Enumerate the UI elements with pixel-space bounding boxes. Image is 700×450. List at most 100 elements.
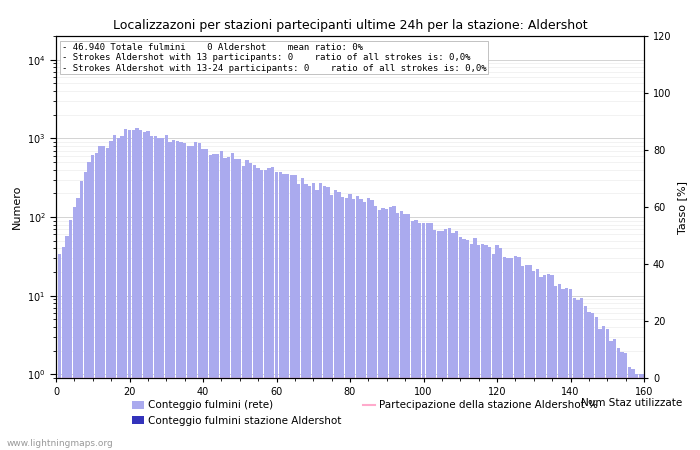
Bar bbox=[496, 245, 498, 450]
Bar bbox=[260, 170, 263, 450]
Bar bbox=[172, 140, 175, 450]
Bar bbox=[488, 247, 491, 450]
Bar bbox=[91, 155, 94, 450]
Bar bbox=[102, 146, 106, 450]
Bar bbox=[403, 214, 407, 450]
Bar bbox=[84, 172, 87, 450]
Bar bbox=[591, 313, 594, 450]
Bar bbox=[113, 135, 116, 450]
Bar bbox=[234, 159, 238, 450]
Bar bbox=[359, 199, 363, 450]
Bar bbox=[525, 265, 528, 450]
Bar bbox=[517, 257, 521, 450]
Bar bbox=[124, 129, 127, 450]
Bar bbox=[396, 213, 400, 450]
Bar bbox=[429, 223, 433, 450]
Bar bbox=[139, 130, 142, 450]
Bar bbox=[444, 229, 447, 450]
Bar bbox=[349, 194, 351, 450]
Bar bbox=[433, 230, 436, 450]
Bar bbox=[275, 172, 278, 450]
Bar bbox=[304, 184, 307, 450]
Bar bbox=[344, 198, 348, 450]
Bar bbox=[547, 274, 550, 450]
Bar bbox=[209, 155, 212, 450]
Bar bbox=[223, 158, 227, 450]
Text: - 46.940 Totale fulmini    0 Aldershot    mean ratio: 0%
- Strokes Aldershot wit: - 46.940 Totale fulmini 0 Aldershot mean… bbox=[62, 43, 486, 72]
Bar bbox=[334, 190, 337, 450]
Bar bbox=[484, 245, 488, 450]
Bar bbox=[264, 170, 267, 450]
Bar bbox=[319, 183, 322, 450]
Bar bbox=[109, 141, 113, 450]
Bar bbox=[455, 231, 458, 450]
Bar bbox=[76, 198, 80, 450]
Bar bbox=[620, 352, 624, 450]
Bar bbox=[466, 240, 469, 450]
Bar bbox=[256, 168, 260, 450]
Bar bbox=[521, 266, 524, 450]
Bar bbox=[282, 174, 286, 450]
Bar bbox=[117, 138, 120, 450]
Bar bbox=[341, 197, 344, 450]
Bar bbox=[246, 160, 248, 450]
Bar bbox=[499, 248, 503, 450]
Bar bbox=[473, 238, 477, 450]
Bar bbox=[437, 231, 440, 450]
Bar bbox=[220, 151, 223, 450]
Bar bbox=[179, 142, 183, 450]
Bar bbox=[153, 136, 157, 450]
Y-axis label: Numero: Numero bbox=[11, 185, 22, 229]
Bar bbox=[481, 244, 484, 450]
Bar bbox=[202, 148, 204, 450]
Bar bbox=[554, 286, 557, 450]
Bar bbox=[440, 231, 444, 450]
Bar bbox=[536, 270, 539, 450]
Bar bbox=[624, 353, 627, 450]
Bar bbox=[356, 196, 359, 450]
Bar bbox=[370, 199, 374, 450]
Bar bbox=[613, 338, 616, 450]
Bar bbox=[293, 175, 297, 450]
Bar bbox=[580, 298, 583, 450]
Bar bbox=[216, 154, 219, 450]
Bar bbox=[506, 258, 510, 450]
Bar bbox=[385, 209, 389, 450]
Bar bbox=[514, 256, 517, 450]
Bar bbox=[609, 341, 612, 450]
Bar bbox=[69, 220, 72, 450]
Bar bbox=[62, 247, 65, 450]
Bar bbox=[540, 277, 542, 450]
Bar bbox=[598, 329, 601, 450]
Bar bbox=[146, 131, 150, 450]
Bar bbox=[400, 211, 403, 450]
Bar bbox=[249, 163, 253, 450]
Bar bbox=[58, 254, 62, 450]
Bar bbox=[569, 289, 572, 450]
Bar bbox=[315, 189, 318, 450]
Bar bbox=[176, 141, 179, 450]
Bar bbox=[418, 223, 421, 450]
Bar bbox=[161, 138, 164, 450]
Bar bbox=[323, 186, 326, 450]
Bar bbox=[528, 265, 532, 450]
Bar bbox=[267, 168, 271, 450]
Bar bbox=[227, 157, 230, 450]
Text: www.lightningmaps.org: www.lightningmaps.org bbox=[7, 438, 113, 447]
Bar bbox=[290, 175, 293, 450]
Bar bbox=[458, 237, 462, 450]
Bar bbox=[643, 374, 645, 450]
Bar bbox=[631, 369, 635, 450]
Bar bbox=[550, 275, 554, 450]
Bar bbox=[164, 135, 168, 450]
Bar bbox=[447, 228, 451, 450]
Bar bbox=[352, 199, 356, 450]
Bar bbox=[326, 186, 330, 450]
Bar bbox=[120, 135, 124, 450]
Bar bbox=[426, 223, 429, 450]
Bar bbox=[378, 210, 381, 450]
Bar bbox=[94, 153, 98, 450]
Bar bbox=[190, 146, 194, 450]
Bar bbox=[65, 236, 69, 450]
Bar bbox=[286, 175, 289, 450]
